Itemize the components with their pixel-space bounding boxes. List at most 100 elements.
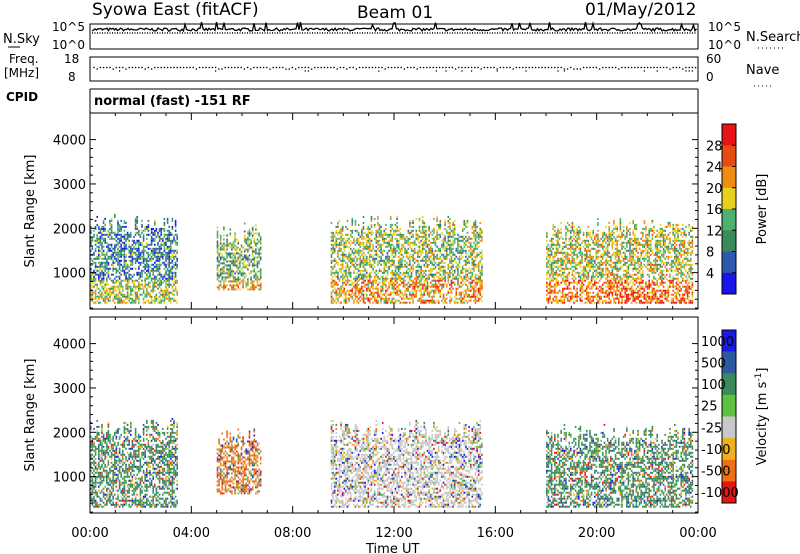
power-echo-cell — [457, 241, 459, 244]
power-echo-cell — [579, 251, 582, 254]
power-echo-cell — [128, 285, 130, 288]
power-echo-cell — [242, 256, 244, 259]
power-echo-cell — [142, 289, 145, 292]
power-echo-cell — [439, 251, 442, 254]
power-echo-cell — [343, 243, 346, 246]
power-echo-cell — [431, 263, 434, 266]
power-echo-cell — [469, 295, 472, 298]
power-echo-cell — [421, 231, 424, 234]
power-echo-cell — [417, 249, 419, 252]
power-echo-cell — [162, 289, 164, 292]
power-echo-cell — [150, 241, 153, 244]
power-echo-cell — [552, 255, 554, 258]
power-echo-cell — [557, 261, 559, 264]
power-echo-cell — [237, 252, 240, 255]
power-echo-cell — [425, 255, 427, 258]
power-echo-cell — [349, 259, 352, 262]
power-echo-cell — [126, 297, 129, 300]
power-echo-cell — [142, 297, 145, 300]
power-echo-cell — [409, 301, 411, 304]
power-echo-cell — [474, 223, 477, 226]
power-echo-cell — [158, 285, 161, 288]
power-echo-cell — [473, 293, 475, 296]
power-echo-cell — [375, 301, 378, 304]
power-echo-cell — [101, 291, 103, 294]
power-echo-cell — [229, 266, 232, 269]
power-echo-cell — [557, 237, 559, 240]
power-echo-cell — [410, 265, 413, 268]
power-echo-cell — [449, 233, 451, 236]
power-echo-cell — [155, 295, 158, 298]
freq-point — [659, 66, 662, 69]
power-echo-cell — [468, 277, 470, 280]
power-echo-cell — [367, 235, 370, 238]
power-echo-cell — [133, 239, 135, 242]
power-echo-cell — [405, 269, 408, 272]
power-echo-cell — [155, 281, 158, 284]
power-echo-cell — [455, 255, 458, 258]
power-echo-cell — [248, 242, 251, 245]
power-echo-cell — [340, 227, 342, 230]
power-echo-cell — [134, 279, 137, 282]
power-echo-cell — [377, 295, 379, 298]
power-echo-cell — [421, 273, 424, 276]
power-echo-cell — [126, 285, 129, 288]
power-echo-cell — [444, 227, 446, 230]
power-echo-cell — [155, 285, 158, 288]
power-echo-cell — [558, 243, 561, 246]
power-echo-cell — [600, 273, 602, 276]
freq-point — [365, 66, 367, 69]
power-echo-cell — [597, 235, 599, 238]
power-echo-cell — [99, 265, 102, 268]
power-echo-cell — [141, 273, 143, 276]
power-echo-cell — [359, 291, 362, 294]
freq-point — [672, 66, 674, 69]
power-echo-cell — [338, 245, 341, 248]
freq-point — [442, 66, 444, 69]
power-echo-cell — [404, 283, 406, 286]
power-echo-cell — [332, 285, 334, 288]
power-echo-cell — [147, 243, 150, 246]
power-echo-cell — [112, 273, 114, 276]
power-echo-cell — [369, 301, 371, 304]
power-echo-cell — [158, 229, 161, 232]
power-echo-cell — [418, 285, 421, 288]
power-echo-cell — [412, 243, 414, 246]
power-echo-cell — [377, 253, 379, 256]
power-echo-cell — [433, 255, 435, 258]
power-echo-cell — [466, 295, 469, 298]
power-echo-cell — [107, 299, 110, 302]
power-echo-cell — [170, 261, 172, 264]
power-echo-cell — [378, 223, 381, 226]
power-echo-cell — [452, 227, 454, 230]
power-echo-cell — [391, 253, 394, 256]
power-echo-cell — [417, 277, 419, 280]
power-echo-cell — [369, 287, 371, 290]
power-echo-cell — [584, 239, 586, 242]
power-echo-cell — [477, 297, 480, 300]
power-echo-cell — [436, 257, 438, 260]
power-echo-cell — [123, 251, 126, 254]
power-echo-cell — [461, 301, 464, 304]
power-echo-cell — [150, 301, 153, 304]
power-echo-cell — [471, 287, 474, 290]
power-echo-cell — [394, 237, 397, 240]
power-echo-cell — [126, 279, 129, 282]
power-echo-cell — [426, 287, 429, 290]
power-echo-cell — [608, 285, 610, 288]
power-echo-cell — [471, 231, 474, 234]
power-echo-cell — [425, 253, 427, 256]
power-echo-cell — [605, 261, 607, 264]
power-echo-cell — [433, 239, 435, 242]
power-echo-cell — [227, 268, 230, 271]
power-echo-cell — [573, 281, 575, 284]
power-echo-cell — [357, 267, 360, 270]
power-echo-cell — [99, 229, 102, 232]
power-echo-cell — [417, 253, 419, 256]
freq-point — [570, 66, 572, 69]
power-echo-cell — [337, 275, 339, 278]
power-echo-cell — [242, 280, 244, 283]
power-echo-cell — [168, 297, 170, 300]
power-echo-cell — [125, 277, 127, 280]
power-echo-cell — [165, 265, 167, 268]
